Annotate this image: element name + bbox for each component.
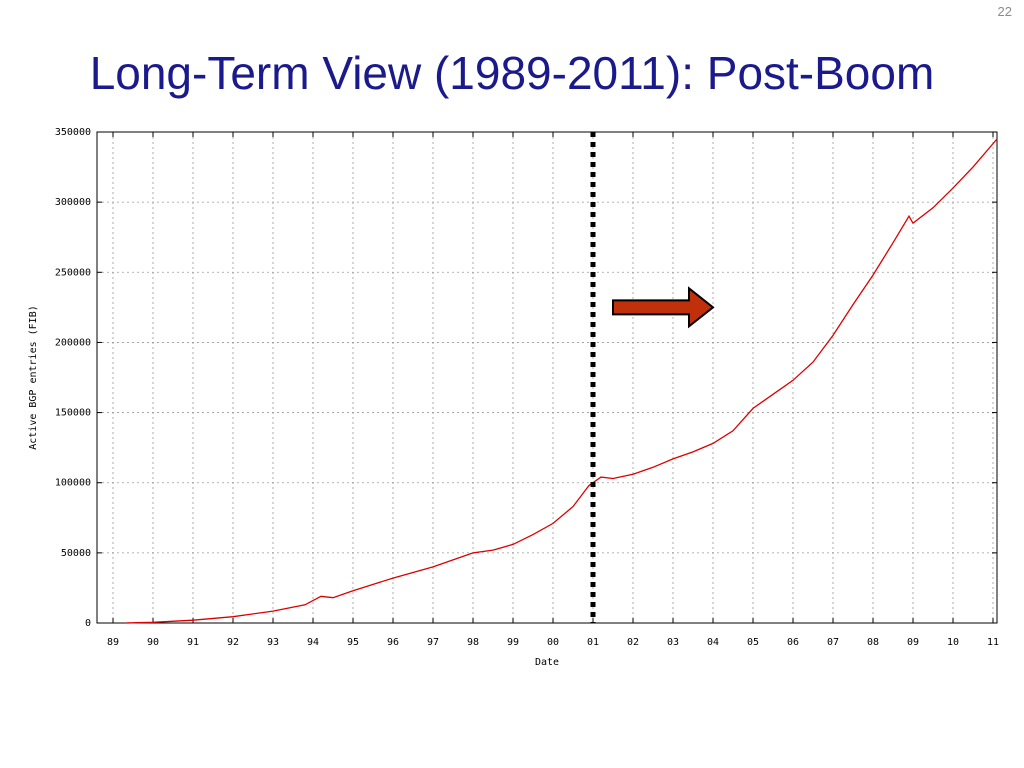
x-tick-label: 97 <box>427 637 439 648</box>
x-tick-label: 00 <box>547 637 559 648</box>
x-tick-label: 03 <box>667 637 679 648</box>
x-tick-label: 99 <box>507 637 519 648</box>
x-tick-label: 05 <box>747 637 759 648</box>
x-axis-label: Date <box>535 657 559 668</box>
x-tick-label: 95 <box>347 637 359 648</box>
x-tick-label: 01 <box>587 637 599 648</box>
x-tick-label: 08 <box>867 637 879 648</box>
slide-title: Long-Term View (1989-2011): Post-Boom <box>89 47 935 99</box>
x-tick-label: 93 <box>267 637 279 648</box>
y-tick-label: 100000 <box>55 478 91 489</box>
plot-frame <box>96 131 998 624</box>
y-tick-label: 350000 <box>55 127 91 138</box>
x-tick-label: 11 <box>987 637 999 648</box>
x-tick-label: 92 <box>227 637 239 648</box>
x-tick-label: 10 <box>947 637 959 648</box>
line-chart: 0 50000 100000 150000 200000 250000 300000 3500… <box>28 127 999 668</box>
x-tick-label: 04 <box>707 637 719 648</box>
x-tick-label: 94 <box>307 637 319 648</box>
x-tick-label: 06 <box>787 637 799 648</box>
right-arrow-icon <box>612 286 715 329</box>
x-tick-label: 09 <box>907 637 919 648</box>
grid <box>97 131 997 624</box>
x-tick-label: 07 <box>827 637 839 648</box>
x-tick-label: 89 <box>107 637 119 648</box>
y-axis: 0 50000 100000 150000 200000 250000 300000 3500… <box>55 127 997 629</box>
x-axis: 89 90 91 92 93 94 95 96 97 98 99 00 01 02 03 04 05 06 07 08… <box>107 132 999 648</box>
x-tick-label: 90 <box>147 637 159 648</box>
series-line-bgp-entries <box>124 138 998 624</box>
y-tick-label: 250000 <box>55 267 91 278</box>
y-axis-label: Active BGP entries (FIB) <box>28 305 39 450</box>
x-tick-label: 02 <box>627 637 639 648</box>
y-tick-label: 300000 <box>55 197 91 208</box>
y-tick-label: 200000 <box>55 337 91 348</box>
x-tick-label: 91 <box>187 637 199 648</box>
x-tick-label: 98 <box>467 637 479 648</box>
slide-number: 22 <box>997 4 1012 19</box>
y-tick-label: 150000 <box>55 408 91 419</box>
x-tick-label: 96 <box>387 637 399 648</box>
y-tick-label: 0 <box>85 618 91 629</box>
y-tick-label: 50000 <box>61 548 91 559</box>
